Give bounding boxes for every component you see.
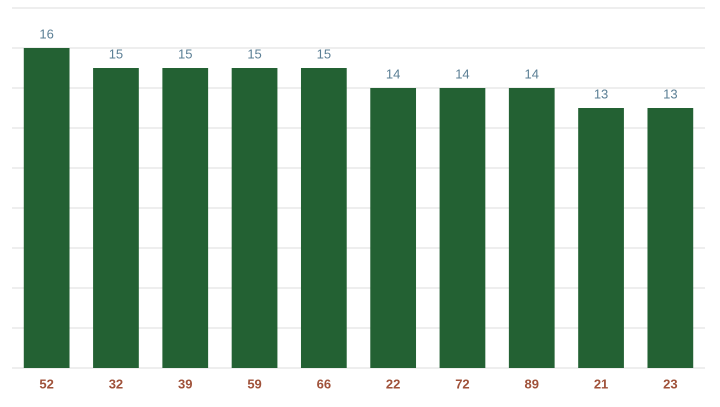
bar [93,68,139,368]
bar [647,108,694,368]
bar [300,68,347,368]
value-label: 15 [317,46,331,61]
x-tick-label: 32 [109,376,123,391]
value-label: 16 [39,26,53,41]
value-label: 15 [178,46,192,61]
x-tick-label: 89 [525,376,539,391]
bar [23,48,70,368]
bar [508,88,555,368]
bar [578,108,624,368]
x-tick-label: 22 [386,376,400,391]
x-tick-label: 72 [455,376,469,391]
value-label: 14 [525,66,539,81]
x-tick-label: 52 [39,376,53,391]
value-label: 14 [455,66,469,81]
bar [231,68,278,368]
x-tick-label: 21 [594,376,608,391]
x-tick-label: 66 [317,376,331,391]
value-label: 13 [594,86,608,101]
value-label: 15 [247,46,261,61]
value-label: 14 [386,66,400,81]
bar [439,88,486,368]
x-tick-label: 59 [247,376,261,391]
value-label: 13 [663,86,677,101]
bar [162,68,209,368]
bar [370,88,417,368]
value-label: 15 [109,46,123,61]
x-tick-label: 23 [663,376,677,391]
x-tick-label: 39 [178,376,192,391]
